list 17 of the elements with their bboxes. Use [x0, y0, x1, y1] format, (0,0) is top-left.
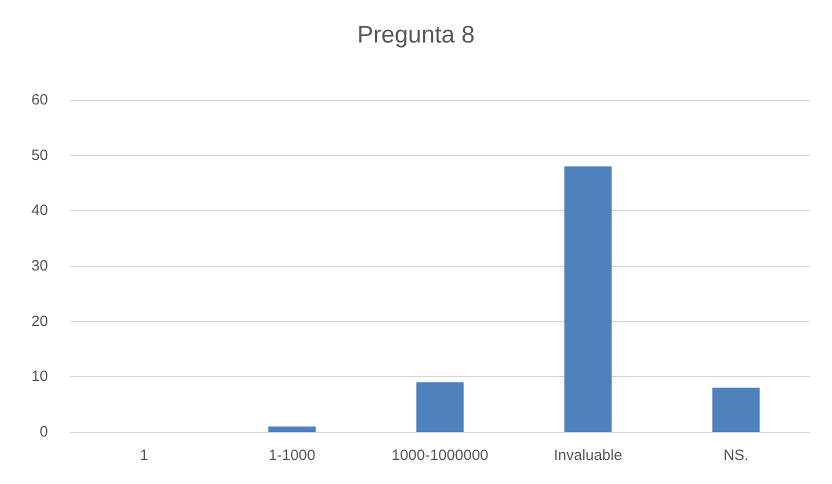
- y-tick-label: 10: [31, 368, 48, 386]
- bar: [268, 426, 316, 432]
- y-tick-label: 50: [31, 146, 48, 164]
- bar: [564, 166, 612, 432]
- y-tick-label: 20: [31, 312, 48, 330]
- x-tick-label: Invaluable: [554, 447, 622, 464]
- x-tick-label: 1000-1000000: [392, 447, 488, 464]
- bar: [712, 388, 760, 432]
- y-tick-label: 30: [31, 258, 48, 274]
- x-tick-label: 1-1000: [268, 447, 316, 464]
- y-tick-label: 60: [31, 92, 48, 108]
- bar: [416, 382, 464, 432]
- y-tick-label: 0: [40, 424, 48, 440]
- chart-title: Pregunta 8: [357, 22, 475, 48]
- x-tick-label: NS.: [723, 447, 749, 464]
- y-tick-label: 40: [31, 202, 48, 220]
- x-tick-label: 1: [140, 447, 148, 464]
